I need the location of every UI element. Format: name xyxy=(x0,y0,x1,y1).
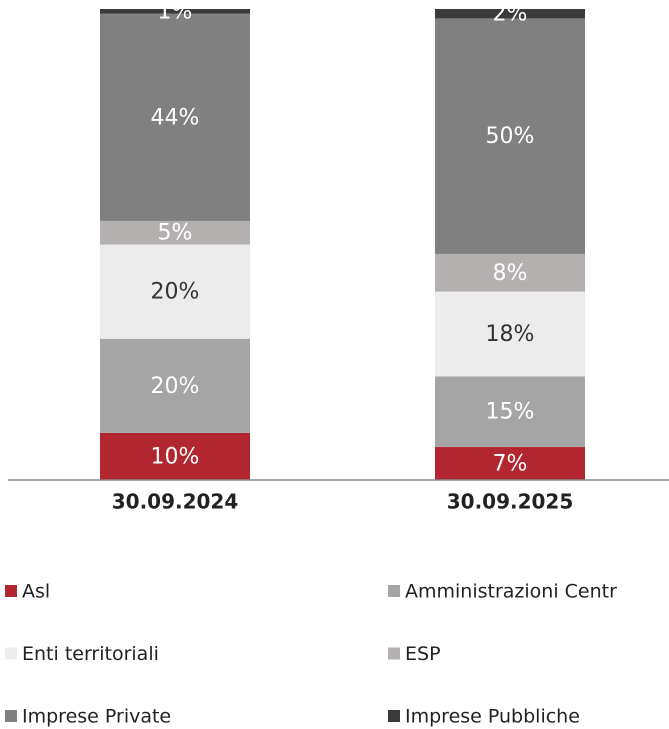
legend-label: Enti territoriali xyxy=(22,643,159,665)
legend-label: Imprese Pubbliche xyxy=(405,706,580,728)
legend-swatch xyxy=(5,710,17,722)
legend-label: Imprese Private xyxy=(22,706,171,728)
data-label: 20% xyxy=(151,280,200,305)
data-label: 44% xyxy=(151,105,200,130)
legend-label: Asl xyxy=(22,581,50,603)
bar-segment xyxy=(435,291,585,377)
legend-swatch xyxy=(388,585,400,597)
legend-swatch xyxy=(5,585,17,597)
data-label: 2% xyxy=(493,2,528,27)
legend-swatch xyxy=(5,647,17,660)
data-label: 18% xyxy=(486,322,535,347)
bar-segment xyxy=(435,447,585,480)
data-label: 20% xyxy=(151,374,200,399)
bar-segment xyxy=(435,253,585,292)
bar-segment xyxy=(100,432,250,480)
data-label: 8% xyxy=(493,261,528,286)
legend-swatch xyxy=(388,647,400,660)
legend-label: Amministrazioni Centr xyxy=(405,581,617,603)
legend-swatch xyxy=(388,710,400,722)
data-label: 10% xyxy=(151,444,200,469)
x-tick-label: 30.09.2024 xyxy=(112,490,239,514)
data-label: 5% xyxy=(158,221,193,246)
bar-segment xyxy=(100,9,250,14)
bar-segment xyxy=(435,376,585,448)
bar-segment xyxy=(100,13,250,221)
x-tick-label: 30.09.2025 xyxy=(447,490,574,514)
legend-label: ESP xyxy=(405,643,441,665)
bar-segment xyxy=(100,244,250,339)
data-label: 1% xyxy=(158,0,193,24)
bar-segment xyxy=(100,338,250,433)
bar-segment xyxy=(435,18,585,254)
bar-segment xyxy=(100,220,250,245)
data-label: 15% xyxy=(486,400,535,425)
bar-segment xyxy=(435,9,585,19)
data-label: 50% xyxy=(486,124,535,149)
data-label: 7% xyxy=(493,452,528,477)
